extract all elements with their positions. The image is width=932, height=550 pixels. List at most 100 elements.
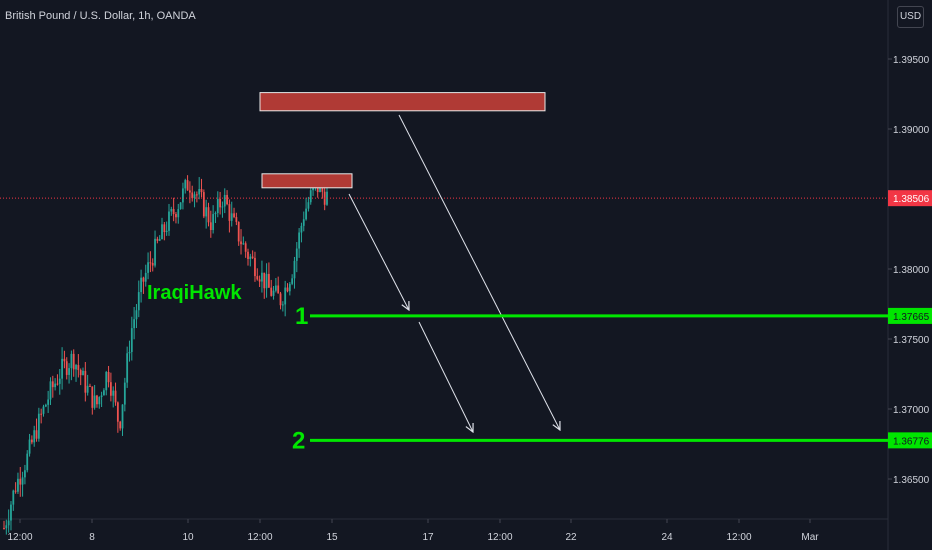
candle-body — [79, 370, 82, 376]
candle-body — [309, 190, 312, 203]
target-number-label: 2 — [292, 427, 305, 454]
candle-body — [156, 238, 159, 241]
candle-body — [84, 370, 87, 393]
candle-body — [119, 421, 122, 429]
candle-body — [305, 208, 307, 220]
candle-body — [291, 278, 294, 284]
candle-body — [214, 213, 217, 215]
candle-body — [19, 478, 22, 485]
candle-body — [35, 430, 38, 439]
candle-body — [200, 189, 203, 193]
target-price-label: 1.37665 — [893, 312, 930, 323]
candle-body — [24, 470, 26, 478]
candle-body — [172, 209, 175, 215]
candle-body — [58, 378, 61, 384]
price-tick-label: 1.39500 — [893, 55, 930, 66]
candle-body — [135, 310, 138, 320]
candle-body — [123, 382, 126, 405]
candle-body — [186, 180, 189, 191]
time-axis[interactable]: 12:00 8 10 12:00 15 17 12:00 22 24 12:00 Mar — [7, 519, 819, 543]
candle-body — [12, 490, 15, 505]
candle-body — [28, 439, 31, 454]
candle-body — [128, 351, 131, 354]
candle-body — [5, 525, 8, 529]
candle-body — [121, 404, 124, 429]
candle-body — [51, 381, 54, 388]
candle-body — [188, 190, 191, 193]
candle-body — [247, 251, 249, 260]
candle-body — [137, 292, 140, 311]
candle-body — [205, 207, 208, 217]
projection-arrow[interactable] — [398, 114, 560, 430]
price-tick-label: 1.38000 — [893, 265, 930, 276]
candle-body — [105, 371, 108, 391]
price-axis[interactable]: 1.39500 1.39000 1.38000 1.37500 1.37000 1.365… — [888, 55, 932, 486]
candle-body — [40, 413, 43, 415]
candle-body — [75, 365, 77, 370]
projection-arrow[interactable] — [348, 193, 409, 310]
candle-body — [144, 272, 147, 282]
price-tick-label: 1.37000 — [893, 405, 930, 416]
time-tick-label: 17 — [422, 532, 434, 543]
candle-body — [288, 283, 291, 292]
resistance-zone[interactable] — [259, 92, 546, 112]
time-tick-label: 12:00 — [726, 532, 751, 543]
author-watermark: IraqiHawk — [147, 282, 242, 304]
candle-body — [77, 365, 80, 371]
candle-body — [3, 528, 5, 529]
candle-body — [298, 232, 301, 249]
candle-body — [154, 238, 156, 266]
time-tick-label: 24 — [661, 532, 673, 543]
candle-body — [212, 214, 215, 231]
candle-body — [47, 399, 50, 405]
candle-body — [7, 520, 10, 526]
resistance-zone[interactable] — [261, 173, 353, 189]
candle-body — [235, 217, 238, 222]
candle-body — [142, 277, 145, 282]
candle-body — [168, 211, 170, 231]
currency-button[interactable]: USD — [897, 6, 924, 28]
candle-body — [100, 395, 103, 398]
candle-body — [63, 358, 66, 362]
candle-body — [207, 207, 210, 223]
candle-body — [230, 213, 233, 221]
target-price-label-background — [888, 432, 932, 449]
candle-body — [179, 202, 182, 210]
candle-body — [242, 243, 245, 245]
time-tick-label: 22 — [565, 532, 577, 543]
time-tick-label: 15 — [326, 532, 338, 543]
candle-body — [21, 477, 24, 485]
candle-body — [72, 353, 75, 370]
candle-body — [42, 406, 45, 414]
candle-body — [130, 328, 133, 352]
candle-body — [68, 368, 70, 375]
projection-arrow[interactable] — [418, 321, 473, 432]
time-tick-label: Mar — [801, 532, 819, 543]
candle-body — [44, 404, 47, 407]
candle-body — [279, 293, 282, 306]
candle-body — [258, 279, 261, 282]
candle-body — [274, 285, 277, 291]
candle-body — [263, 272, 266, 289]
candle-body — [163, 224, 166, 233]
candle-body — [302, 219, 305, 226]
time-tick-label: 10 — [182, 532, 194, 543]
candle-body — [89, 385, 91, 387]
candle-body — [93, 395, 96, 408]
candle-body — [26, 453, 29, 471]
candle-body — [249, 256, 252, 260]
candle-body — [223, 194, 226, 207]
candle-body — [86, 385, 89, 393]
candle-body — [49, 381, 52, 400]
time-tick-label: 12:00 — [487, 532, 512, 543]
candle-body — [151, 262, 154, 266]
candle-body — [17, 478, 19, 492]
candle-body — [116, 402, 119, 422]
candle-body — [103, 390, 105, 396]
candle-body — [126, 353, 129, 383]
candle-body — [209, 222, 212, 231]
candle-body — [149, 262, 152, 264]
candle-body — [240, 241, 242, 245]
